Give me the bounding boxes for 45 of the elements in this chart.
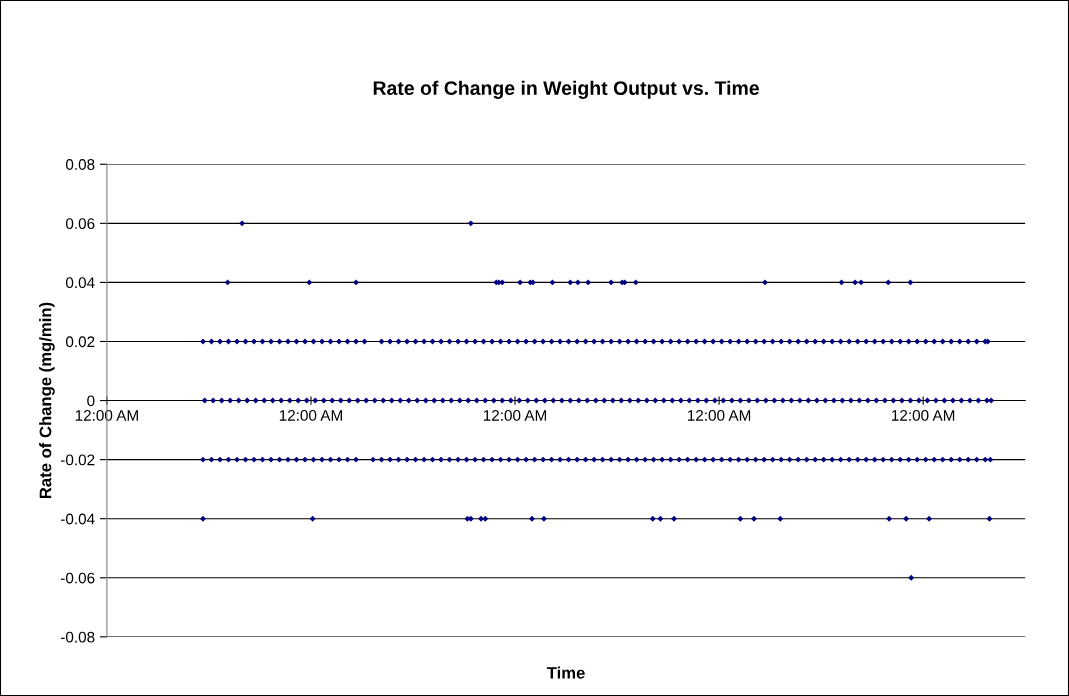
point <box>585 279 592 286</box>
chart-title: Rate of Change in Weight Output vs. Time <box>373 80 759 99</box>
point <box>657 515 664 522</box>
point <box>838 279 845 286</box>
y-axis-title: Rate of Change (mg/min) <box>39 302 55 499</box>
point <box>529 515 535 522</box>
point <box>986 515 993 522</box>
y-tick-label: 0 <box>87 395 95 407</box>
point <box>608 279 615 286</box>
point <box>632 279 639 286</box>
point <box>517 279 524 286</box>
y-tick-label: 0.08 <box>65 159 95 170</box>
y-tick-label: -0.02 <box>60 454 95 466</box>
point <box>200 515 206 522</box>
point <box>903 515 910 522</box>
point <box>574 279 581 286</box>
x-tick-label: 12:00 AM <box>892 409 955 421</box>
point <box>482 515 489 522</box>
point <box>353 279 359 286</box>
y-tick-label: 0.02 <box>65 336 95 348</box>
x-tick-label: 12:00 AM <box>483 409 547 421</box>
point <box>858 279 865 286</box>
point <box>567 279 574 286</box>
point <box>499 279 506 286</box>
y-tick-label: -0.06 <box>60 572 95 584</box>
y-tick-label: -0.08 <box>60 631 95 643</box>
point <box>926 515 933 522</box>
point <box>467 220 474 227</box>
x-tick-label: 12:00 AM <box>687 409 751 421</box>
y-tick-label: 0.04 <box>65 277 95 289</box>
point <box>671 515 677 522</box>
point <box>649 515 656 522</box>
point <box>239 220 246 227</box>
x-axis-title: Time <box>546 666 585 679</box>
point <box>540 515 547 522</box>
y-tick-label: -0.04 <box>60 513 95 525</box>
point <box>762 279 768 286</box>
point <box>750 515 757 522</box>
point <box>886 515 893 522</box>
y-tick-label: 0.06 <box>65 218 95 230</box>
point <box>306 279 313 286</box>
x-tick-label: 12:00 AM <box>279 409 342 421</box>
point <box>885 279 892 286</box>
x-tick-label: 12:00 AM <box>75 409 138 421</box>
point <box>852 279 859 286</box>
